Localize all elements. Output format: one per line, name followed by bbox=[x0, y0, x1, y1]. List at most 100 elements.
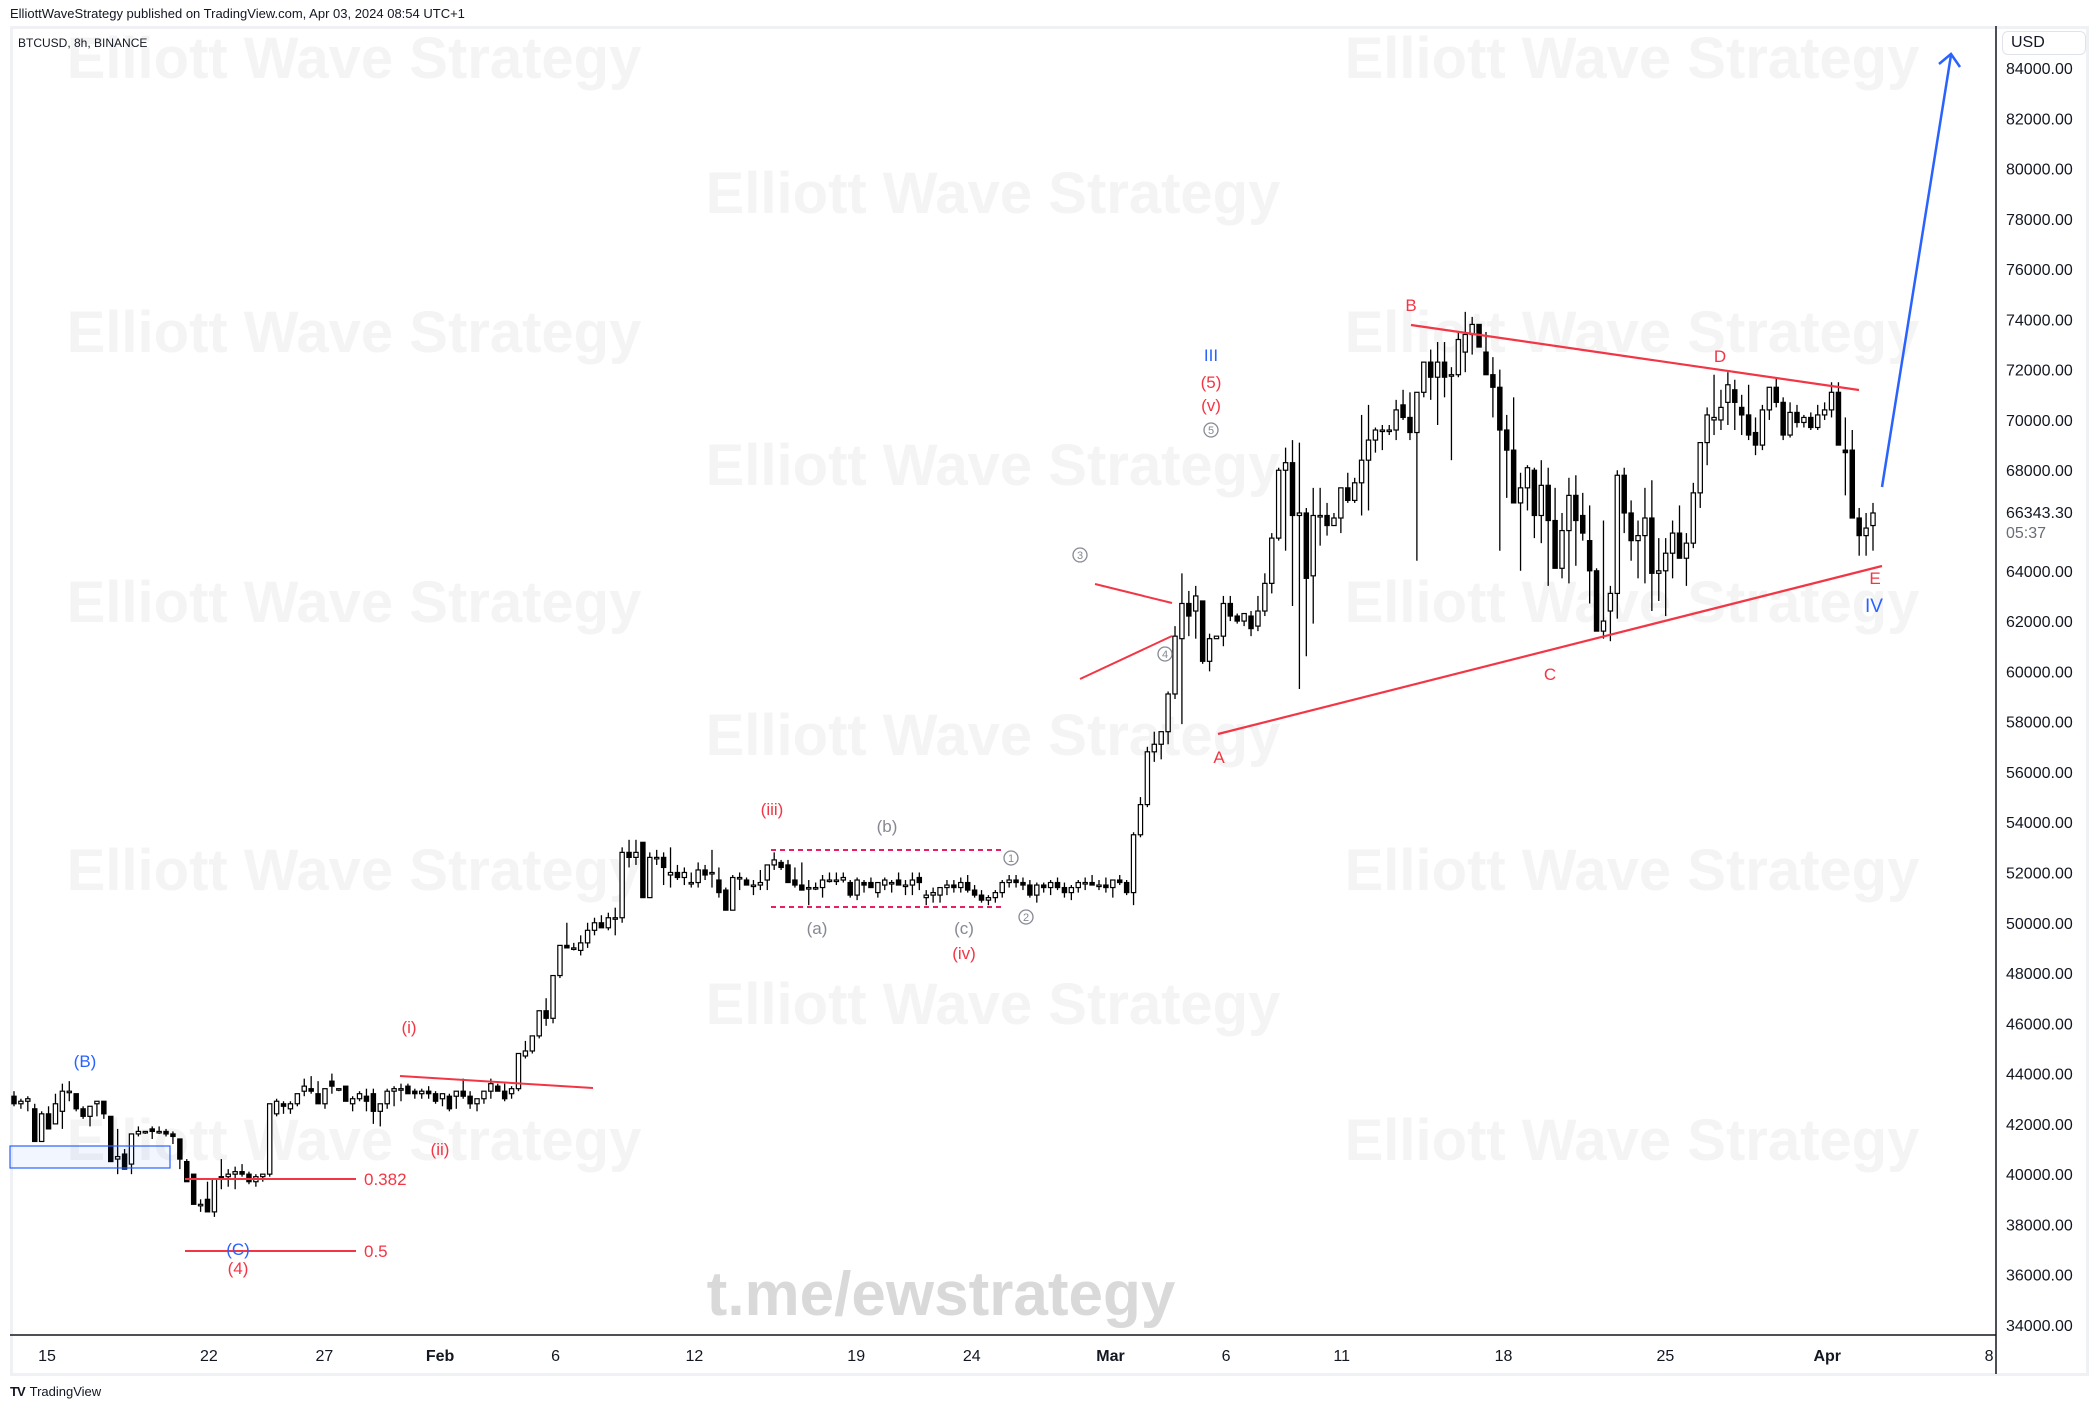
candle bbox=[336, 1088, 342, 1091]
candle bbox=[1040, 884, 1047, 889]
candle bbox=[612, 917, 618, 920]
candle bbox=[1828, 391, 1835, 411]
label-wave-E: E bbox=[1869, 569, 1880, 588]
svg-text:4: 4 bbox=[1162, 649, 1168, 661]
demand-zone-box[interactable] bbox=[9, 1145, 171, 1169]
label-wave-i: (i) bbox=[401, 1018, 416, 1037]
time-tick-label: Feb bbox=[426, 1348, 455, 1365]
candle bbox=[453, 1090, 460, 1097]
candle bbox=[522, 1050, 529, 1057]
candle bbox=[633, 851, 639, 858]
candle bbox=[778, 861, 784, 869]
time-tick-label: 8 bbox=[1985, 1348, 1994, 1365]
candle bbox=[1503, 429, 1510, 451]
candle bbox=[1158, 731, 1164, 745]
candle bbox=[204, 1198, 211, 1213]
price-axis[interactable]: 84000.00 82000.00 80000.00 78000.00 76000.00… bbox=[2006, 61, 2073, 1335]
candle bbox=[1614, 474, 1621, 595]
candle bbox=[619, 851, 625, 919]
candle bbox=[978, 894, 985, 901]
candle bbox=[128, 1133, 135, 1165]
candle bbox=[488, 1083, 494, 1092]
candle bbox=[349, 1098, 356, 1105]
svg-text:Elliott Wave Strategy: Elliott Wave Strategy bbox=[706, 972, 1281, 1037]
candle bbox=[577, 942, 584, 952]
candle bbox=[564, 944, 570, 949]
circled-1-icon: 1 bbox=[1003, 850, 1019, 866]
candle bbox=[1054, 881, 1061, 889]
price-tick-label: 34000.00 bbox=[2006, 1318, 2073, 1335]
price-tick-label: 74000.00 bbox=[2006, 312, 2073, 329]
candle bbox=[1524, 467, 1531, 489]
candle bbox=[1780, 401, 1786, 436]
triangle-4-upper[interactable] bbox=[1094, 583, 1173, 604]
candle bbox=[812, 886, 819, 890]
price-tick-label: 40000.00 bbox=[2006, 1167, 2073, 1184]
tradingview-logo-icon: TV bbox=[10, 1384, 26, 1399]
candle bbox=[1821, 409, 1828, 416]
candle bbox=[716, 879, 722, 894]
candle bbox=[135, 1130, 142, 1135]
candle bbox=[854, 879, 860, 896]
tradingview-footer[interactable]: TV TradingView bbox=[10, 1384, 101, 1399]
candle bbox=[38, 1113, 45, 1143]
currency-button[interactable]: USD bbox=[2002, 31, 2086, 55]
time-tick-label: 27 bbox=[316, 1348, 334, 1365]
candle bbox=[1034, 884, 1040, 896]
wave-i-trendline[interactable] bbox=[399, 1075, 594, 1089]
candle bbox=[1842, 449, 1849, 454]
time-tick-label: 6 bbox=[1222, 1348, 1231, 1365]
candle bbox=[1269, 537, 1275, 584]
candle bbox=[1379, 429, 1386, 433]
time-tick-label: 19 bbox=[847, 1348, 865, 1365]
candle bbox=[1248, 615, 1254, 630]
candle bbox=[425, 1090, 432, 1095]
candle bbox=[944, 884, 950, 889]
time-axis[interactable]: 15 22 27 Feb 6 12 19 24 Mar 6 11 18 25 Apr 8 bbox=[38, 1348, 1994, 1365]
candle bbox=[1345, 487, 1351, 502]
target-arrow-line[interactable] bbox=[1880, 54, 1953, 488]
candle bbox=[260, 1173, 266, 1178]
candle bbox=[951, 884, 957, 889]
label-B-paren: (B) bbox=[74, 1052, 97, 1071]
candle bbox=[1179, 602, 1185, 640]
triangle-iv-lower-ace[interactable] bbox=[1217, 564, 1883, 736]
label-wave-B: B bbox=[1405, 296, 1416, 315]
candle bbox=[418, 1090, 425, 1095]
candle bbox=[45, 1113, 52, 1130]
time-tick-label: 11 bbox=[1333, 1348, 1350, 1365]
candle bbox=[1358, 459, 1365, 484]
price-tick-label: 62000.00 bbox=[2006, 614, 2073, 631]
candle bbox=[591, 922, 598, 931]
label-4-paren: (4) bbox=[228, 1259, 249, 1278]
candle bbox=[301, 1085, 307, 1092]
triangle-iv-upper-bd[interactable] bbox=[1410, 323, 1860, 392]
circled-2-icon: 2 bbox=[1018, 909, 1034, 925]
candle bbox=[1510, 449, 1517, 504]
candle bbox=[1863, 527, 1869, 537]
candle bbox=[25, 1098, 31, 1102]
price-tick-label: 84000.00 bbox=[2006, 61, 2073, 78]
symbol-legend[interactable]: BTCUSD, 8h, BINANCE bbox=[18, 36, 148, 50]
candle bbox=[508, 1088, 515, 1095]
candle bbox=[1047, 881, 1054, 889]
price-tick-label: 36000.00 bbox=[2006, 1268, 2073, 1285]
candle bbox=[1427, 361, 1434, 378]
candle bbox=[1255, 610, 1261, 627]
candle bbox=[750, 884, 757, 888]
annotation-drawings[interactable] bbox=[9, 52, 1962, 1252]
circled-3-icon: 3 bbox=[1072, 547, 1088, 563]
candle bbox=[1310, 514, 1316, 577]
candle bbox=[322, 1088, 328, 1105]
current-price-label: 66343.30 bbox=[2006, 505, 2073, 522]
candle bbox=[356, 1093, 363, 1100]
label-wave-b: (b) bbox=[877, 817, 898, 836]
candle bbox=[1732, 389, 1738, 403]
candle bbox=[1462, 333, 1469, 353]
candle bbox=[1110, 879, 1116, 889]
candle bbox=[1794, 411, 1800, 424]
candle bbox=[412, 1090, 418, 1095]
triangle-4-lower[interactable] bbox=[1079, 635, 1173, 680]
label-wave-III: III bbox=[1204, 346, 1218, 365]
